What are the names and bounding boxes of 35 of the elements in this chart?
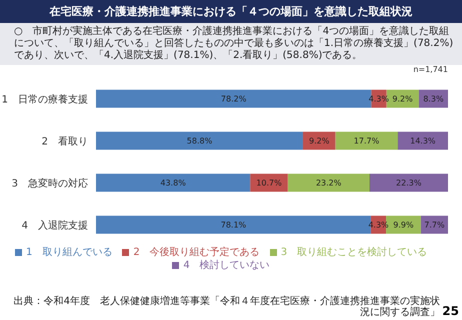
y-tick-label: 4 入退院支援 [22,220,88,232]
legend-label: 2 今後取り組む予定である [133,247,260,258]
data-label: 22.3% [396,178,422,188]
bar [398,132,448,150]
data-label: 17.7% [354,136,380,146]
chart-title: 在宅医療・介護連携推進事業における「４つの場面」を意識した取組状況 [0,0,462,23]
data-label: 7.7% [424,220,446,230]
data-label: 43.8% [160,178,186,188]
data-label: 58.8% [186,136,213,146]
data-label: 10.7% [256,178,282,188]
data-label: 14.3% [410,136,436,146]
legend-label: 4 検討していない [183,260,270,271]
bar [370,174,448,192]
bar [288,174,370,192]
data-label: 8.3% [423,94,444,104]
data-label: 9.2% [309,136,330,146]
legend-label: 1 取り組んでいる [26,247,112,258]
legend-label: 3 取り組むことを検討している [280,247,428,258]
bar [335,132,398,150]
bar [96,132,303,150]
bar [96,174,250,192]
data-label: 9.9% [393,220,414,230]
y-tick-label: 3 急変時の対応 [12,178,88,190]
data-label: 78.1% [220,220,247,230]
text: n=1,741 [412,65,449,76]
data-label: 23.2% [316,178,342,188]
bar [302,132,336,150]
data-label: 9.2% [392,94,414,104]
chart-subtitle: ○ 市町村が実施主体である在宅医療・介護連携推進事業における「4つの場面」を意識した取組について、「取り組んでいる」と回答したものの中で最も多いのは「1.日常の療養支援」(78.2%)であり、次いで、「4.入退院支援」(78.1%)、「2.看取り」(58.8%)である。 [0,23,462,65]
y-tick-label: 2 看取り [42,136,88,148]
bar [250,174,288,192]
text: 25 [442,304,459,318]
data-label: 78.2% [220,94,247,104]
y-tick-label: 1 日常の療養支援 [2,94,88,106]
source-note: 出典：令和4年度 老人保健健康増進等事業「令和４年度在宅医療・介護連携推進事業の実施状況に関する調査」 [12,296,440,318]
